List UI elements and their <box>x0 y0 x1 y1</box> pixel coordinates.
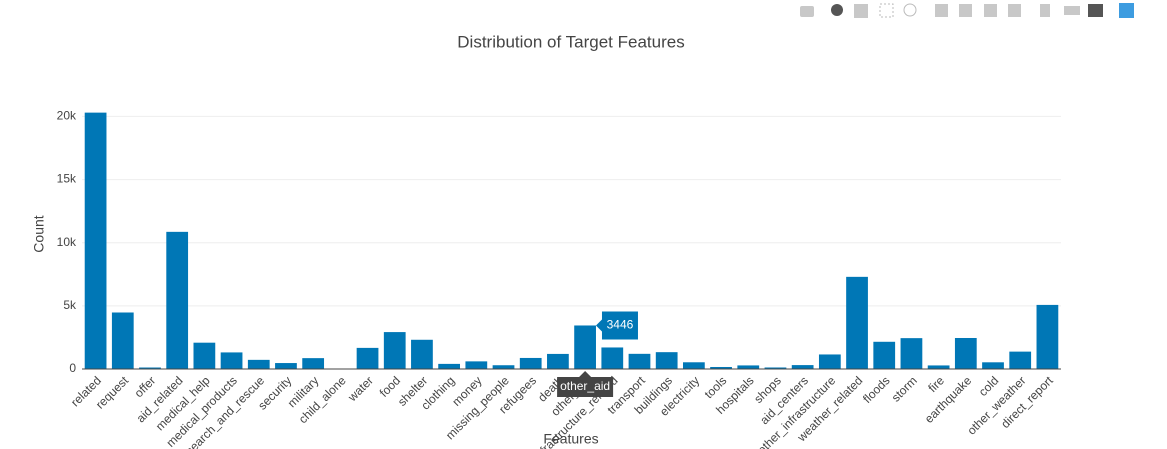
bar <box>873 341 896 369</box>
lasso-button[interactable] <box>903 3 917 17</box>
bar <box>492 365 515 369</box>
bar <box>927 365 950 369</box>
y-tick-label: 5k <box>63 298 77 312</box>
x-tick-label: storm <box>889 373 920 404</box>
bar <box>982 362 1004 369</box>
bar <box>737 365 760 369</box>
bar <box>111 312 134 369</box>
reset-button[interactable] <box>1008 4 1021 17</box>
y-tick-label: 20k <box>57 109 77 123</box>
y-tick-label: 0 <box>69 361 76 375</box>
bar <box>519 357 542 369</box>
select-button[interactable] <box>879 3 894 18</box>
bar <box>1036 304 1059 369</box>
bar <box>139 367 161 369</box>
autoscale-button[interactable] <box>984 4 997 17</box>
bar <box>846 276 868 369</box>
hover-closest-button[interactable] <box>1064 6 1080 15</box>
bar <box>601 347 624 369</box>
bar <box>438 363 461 369</box>
zoom-in-button[interactable] <box>935 4 948 17</box>
bar <box>547 353 569 369</box>
y-tick-label: 15k <box>57 172 77 186</box>
bar <box>900 338 923 369</box>
bar <box>764 367 787 369</box>
hover-category: other_aid <box>560 379 610 393</box>
zoom-button[interactable] <box>831 4 843 16</box>
bar <box>655 352 678 369</box>
plotly-logo[interactable] <box>1119 3 1134 18</box>
hover-value: 3446 <box>607 318 634 332</box>
pan-button[interactable] <box>854 4 868 18</box>
x-tick-label: floods <box>860 373 893 406</box>
bar <box>275 363 297 369</box>
hover-box <box>557 371 614 397</box>
bar <box>465 361 488 369</box>
bar <box>193 342 216 369</box>
modebar <box>800 3 1134 18</box>
bar <box>574 325 596 369</box>
hover-compare-button[interactable] <box>1088 4 1103 17</box>
bar <box>1009 351 1032 369</box>
bar <box>166 231 189 369</box>
bar <box>383 332 406 369</box>
zoom-out-button[interactable] <box>959 4 972 17</box>
spike-button[interactable] <box>1040 4 1050 17</box>
x-axis-title: Features <box>543 431 598 447</box>
bar <box>818 354 841 369</box>
y-tick-label: 10k <box>57 235 77 249</box>
y-axis-title: Count <box>31 215 47 252</box>
bar <box>356 347 379 369</box>
chart-title: Distribution of Target Features <box>457 32 684 51</box>
bar <box>411 339 433 369</box>
camera-button[interactable] <box>800 6 814 17</box>
bar <box>791 365 814 369</box>
x-tick-label: fire <box>925 373 947 395</box>
bar <box>247 359 270 369</box>
bar <box>628 353 651 369</box>
hover-box <box>595 311 638 340</box>
x-tick-label: water <box>345 373 376 404</box>
bar <box>954 337 977 369</box>
bar <box>84 112 107 370</box>
bar <box>220 352 243 369</box>
bar <box>682 362 705 369</box>
bar <box>710 366 732 369</box>
bar <box>302 358 325 369</box>
